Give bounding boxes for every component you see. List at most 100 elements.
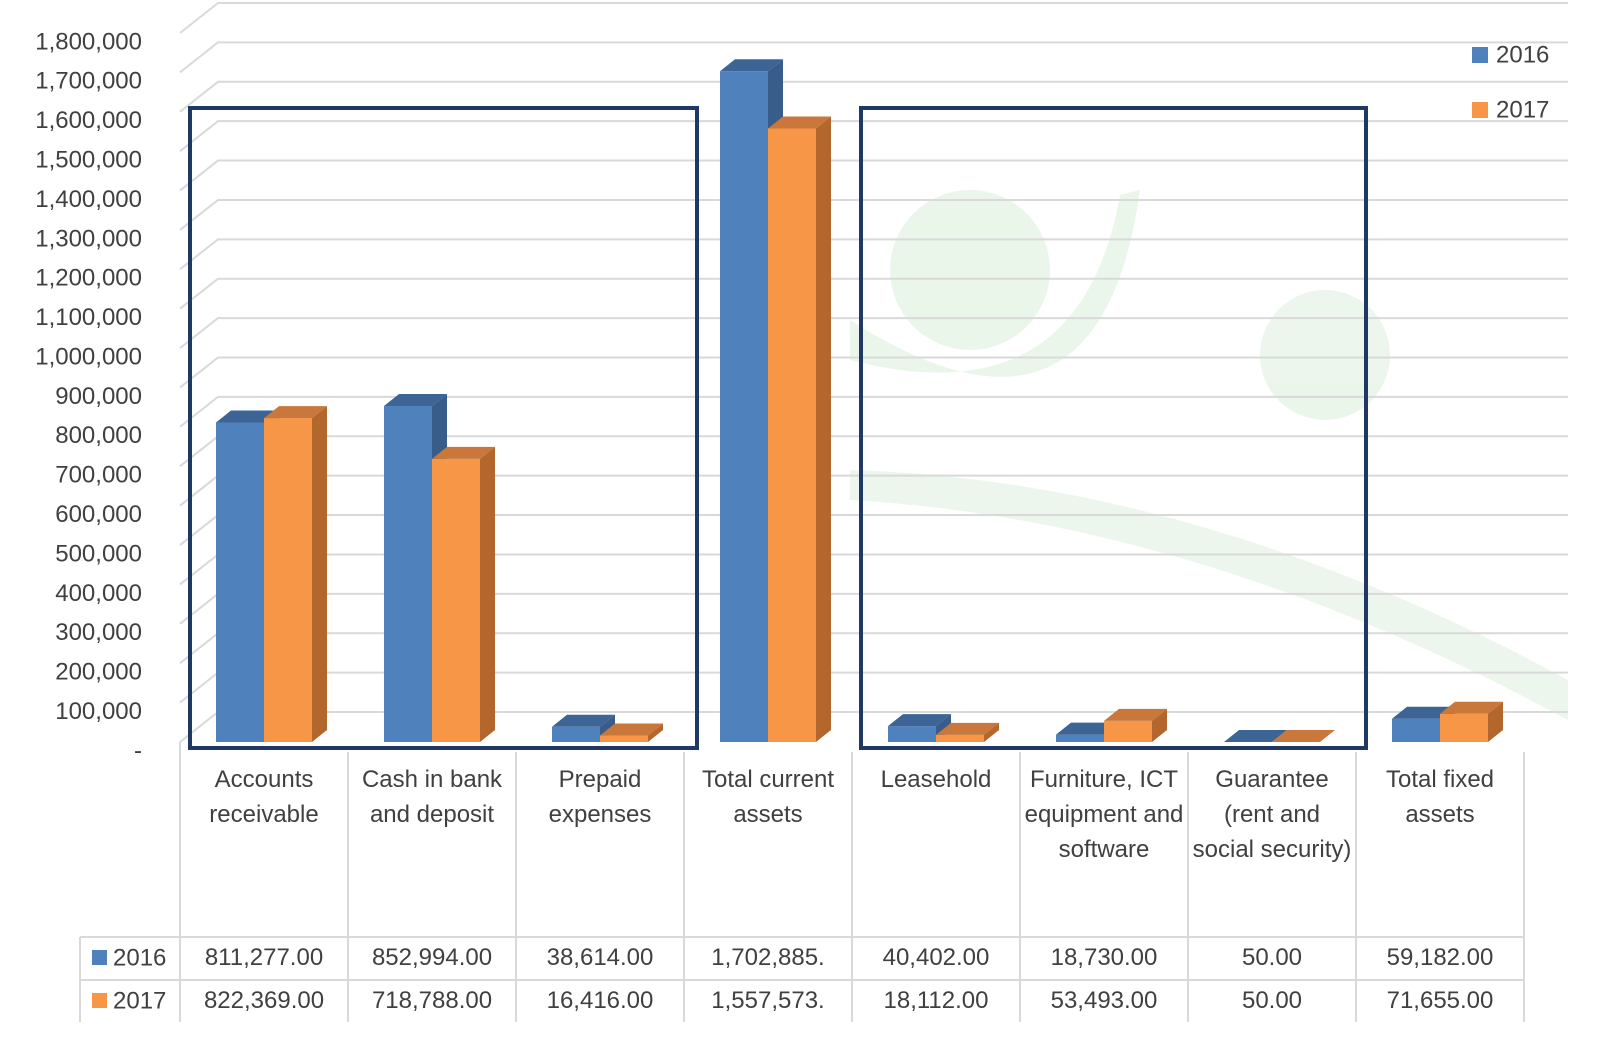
table-cell: 1,702,885. <box>711 944 825 971</box>
highlight-box <box>188 106 699 750</box>
bar-top <box>1056 722 1119 735</box>
y-tick-label: 200,000 <box>55 659 142 686</box>
table-series-label: 2016 <box>113 944 166 971</box>
bar-side <box>984 722 999 742</box>
category-label: Cash in bank and deposit <box>361 766 503 828</box>
grid-line <box>179 1 1568 34</box>
table-cell: 718,788.00 <box>371 987 493 1014</box>
y-tick-label: 1,100,000 <box>35 304 142 331</box>
y-tick-label: 700,000 <box>55 462 142 489</box>
table-cell: 16,416.00 <box>546 987 654 1014</box>
table-series-label: 2017 <box>113 987 166 1014</box>
bar-top <box>264 406 327 419</box>
legend-label: 2016 <box>1496 41 1549 68</box>
bar <box>1392 718 1440 742</box>
table-cell: 811,277.00 <box>204 944 324 971</box>
y-tick-label: 600,000 <box>55 501 142 528</box>
bar-top <box>1272 729 1335 742</box>
bar <box>768 128 816 742</box>
bar-side <box>816 116 831 742</box>
bar-top <box>720 59 783 72</box>
category-label: Accounts receivable <box>209 766 319 828</box>
grid-line <box>179 198 1568 231</box>
grid-line <box>179 277 1568 310</box>
bar-side <box>648 723 663 742</box>
bar-side <box>312 406 327 742</box>
bar <box>432 458 480 742</box>
legend-swatch <box>1472 47 1488 63</box>
bar-top <box>384 394 447 407</box>
bar <box>1104 720 1152 742</box>
bar-top <box>1104 708 1167 721</box>
table-cell: 50.00 <box>1241 987 1303 1014</box>
grid-line <box>179 317 1568 349</box>
table-cell: 50.00 <box>1241 944 1303 971</box>
bar <box>600 735 648 742</box>
bar-top <box>552 714 615 727</box>
category-label: Prepaid expenses <box>548 766 652 828</box>
highlight-box <box>859 106 1368 750</box>
bar-top <box>432 446 495 459</box>
grid-line <box>179 120 1568 152</box>
bar-side <box>1152 708 1167 742</box>
y-tick-label: 1,400,000 <box>35 186 142 213</box>
legend-label: 2017 <box>1496 96 1549 123</box>
category-label: Guarantee (rent and social security) <box>1192 766 1352 863</box>
y-tick-label: 100,000 <box>55 698 142 725</box>
category-label: Furniture, ICT equipment and software <box>1024 766 1184 863</box>
table-swatch <box>92 950 107 965</box>
y-tick-label: 1,700,000 <box>35 68 142 95</box>
y-tick-label: 1,500,000 <box>35 147 142 174</box>
table-cell: 38,614.00 <box>546 944 654 971</box>
bar <box>552 726 600 742</box>
y-tick-label: - <box>134 737 142 764</box>
bar-side <box>1320 729 1335 742</box>
bar <box>264 418 312 742</box>
category-label: Leasehold <box>880 766 992 793</box>
grid-line <box>179 41 1568 74</box>
table-swatch <box>92 993 107 1008</box>
category-label: Total fixed assets <box>1385 766 1495 828</box>
bar-top <box>1440 701 1503 714</box>
bar <box>384 406 432 742</box>
y-tick-label: 900,000 <box>55 383 142 410</box>
bar-top <box>1224 729 1287 742</box>
bar-top <box>936 722 999 735</box>
table-cell: 40,402.00 <box>882 944 990 971</box>
table-cell: 822,369.00 <box>203 987 325 1014</box>
table-cell: 1,557,573. <box>711 987 825 1014</box>
table-cell: 59,182.00 <box>1386 944 1494 971</box>
legend-swatch <box>1472 102 1488 118</box>
bar <box>1056 734 1104 742</box>
bar <box>1440 713 1488 742</box>
grid-line <box>179 238 1568 271</box>
bar-top <box>216 410 279 423</box>
watermark <box>850 190 1568 720</box>
bar <box>888 726 936 742</box>
table-cell: 18,730.00 <box>1050 944 1158 971</box>
bar-side <box>480 446 495 742</box>
y-tick-label: 500,000 <box>55 540 142 567</box>
table-cell: 852,994.00 <box>371 944 493 971</box>
table-cell: 53,493.00 <box>1050 987 1158 1014</box>
bar-top <box>768 116 831 129</box>
bar <box>936 734 984 742</box>
y-tick-label: 1,800,000 <box>35 28 142 55</box>
bar-side <box>1488 701 1503 742</box>
y-tick-label: 300,000 <box>55 619 142 646</box>
bar <box>216 422 264 742</box>
y-tick-label: 1,600,000 <box>35 107 142 134</box>
y-tick-label: 1,200,000 <box>35 265 142 292</box>
bar-top <box>600 723 663 736</box>
bar-top <box>1392 706 1455 719</box>
bar <box>720 71 768 743</box>
y-tick-label: 400,000 <box>55 580 142 607</box>
grid-line <box>179 395 1568 428</box>
y-tick-label: 800,000 <box>55 422 142 449</box>
table-cell: 18,112.00 <box>883 987 989 1014</box>
grid-line <box>179 159 1568 192</box>
table-cell: 71,655.00 <box>1386 987 1494 1014</box>
grid-line <box>179 356 1568 389</box>
